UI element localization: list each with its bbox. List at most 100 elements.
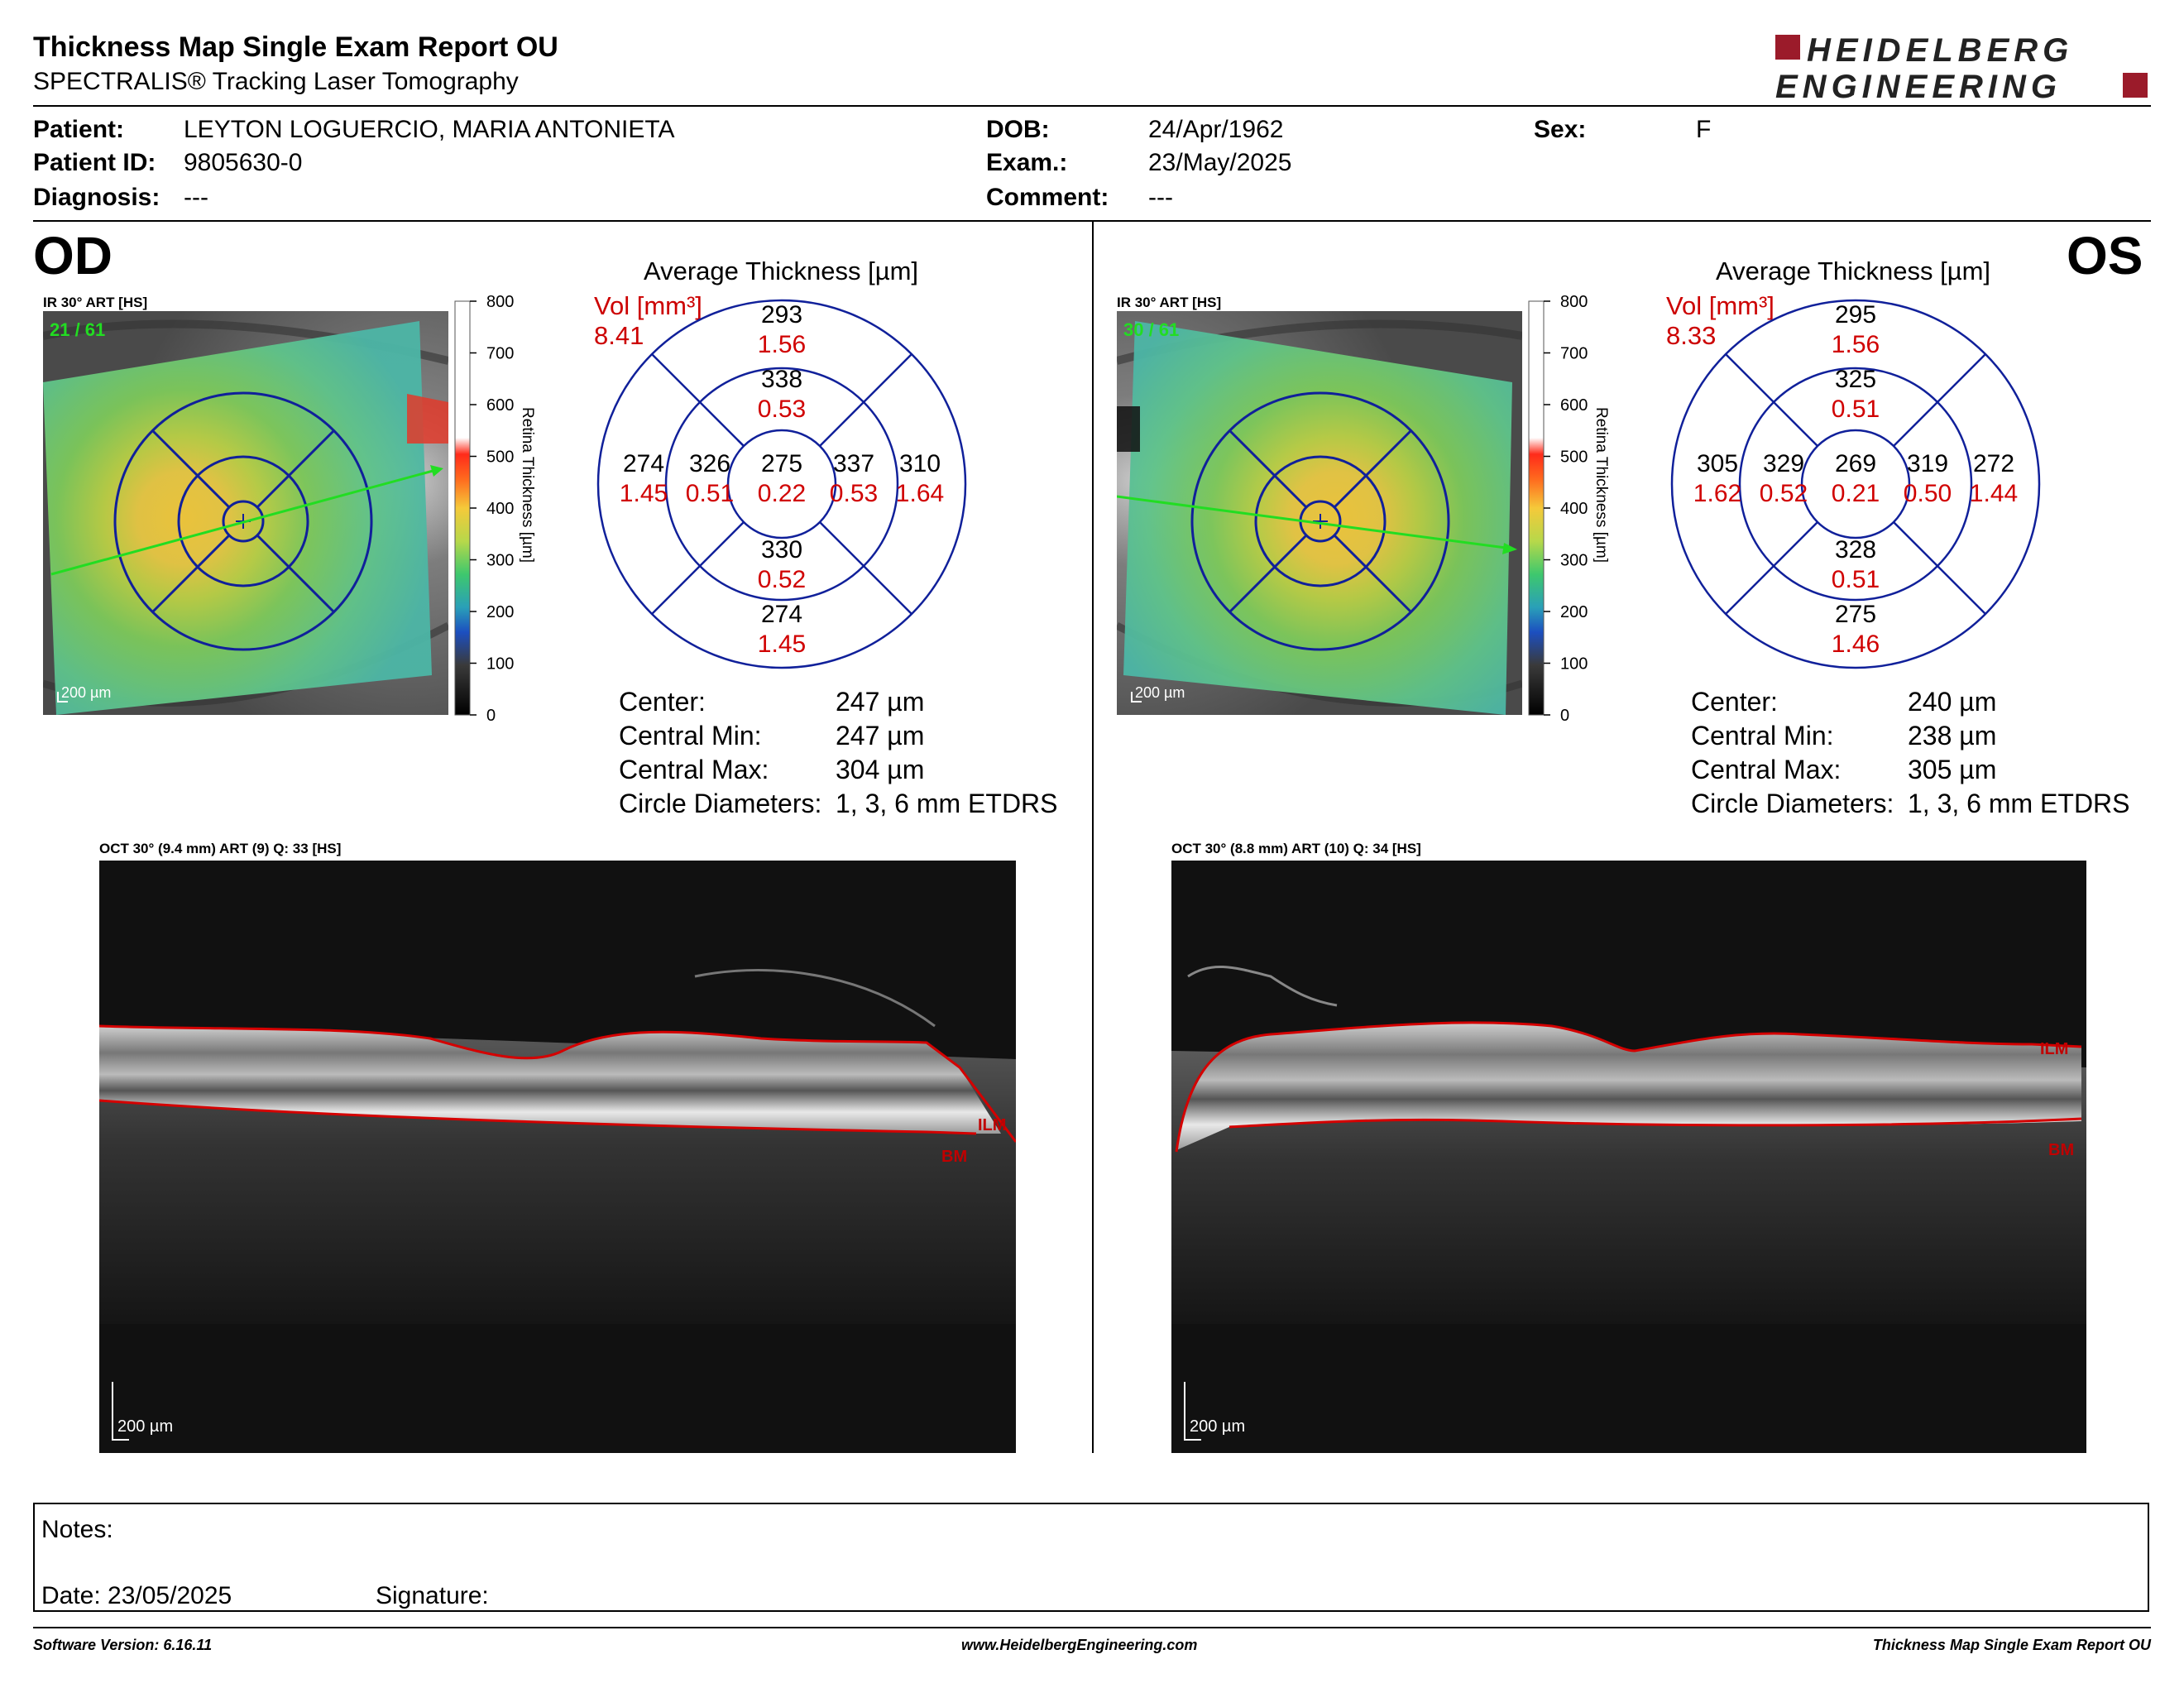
- header-divider: [33, 105, 2151, 107]
- scale-tick-label: 0: [1560, 707, 1569, 722]
- eye-divider: [1092, 222, 1094, 1453]
- od-min-value: 247 µm: [836, 721, 925, 750]
- sex-value: F: [1696, 116, 1712, 143]
- exam-label: Exam.:: [986, 149, 1068, 176]
- notes-label: Notes:: [41, 1516, 113, 1543]
- os-scan-count: 30 / 61: [1123, 319, 1179, 340]
- od-center-label: Center:: [619, 687, 706, 717]
- od-scan-count: 21 / 61: [50, 319, 105, 340]
- od-fundus-thickness-map: 200 µm 21 / 61: [41, 311, 451, 715]
- os-inner-top-volume: 0.51: [1832, 396, 1880, 423]
- os-outer-left-volume: 1.62: [1693, 480, 1741, 507]
- od-inner-right-thickness: 337: [833, 450, 874, 477]
- report-title: Thickness Map Single Exam Report OU: [33, 31, 558, 63]
- od-ilm-label: ILM: [978, 1116, 1006, 1134]
- od-avg-title: Average Thickness [µm]: [644, 257, 919, 285]
- scale-title: Retina Thickness [µm]: [1592, 407, 1610, 563]
- scale-tick-label: 100: [486, 655, 514, 674]
- os-inner-bottom-thickness: 328: [1835, 536, 1876, 563]
- report-subtitle: SPECTRALIS® Tracking Laser Tomography: [33, 68, 519, 95]
- os-max-label: Central Max:: [1691, 755, 1842, 784]
- logo-line-1: HEIDELBERG: [1807, 32, 2073, 69]
- od-inner-left-thickness: 326: [689, 450, 730, 477]
- notes-box: Notes: Date: 23/05/2025 Signature:: [33, 1503, 2149, 1612]
- os-oct-label: OCT 30° (8.8 mm) ART (10) Q: 34 [HS]: [1171, 841, 1421, 856]
- comment-label: Comment:: [986, 184, 1109, 211]
- os-outer-top-thickness: 295: [1835, 301, 1876, 328]
- scale-tick-label: 700: [486, 345, 514, 363]
- os-center-volume: 0.21: [1832, 480, 1880, 507]
- os-vol-total: 8.33: [1666, 321, 1717, 350]
- os-outer-top-volume: 1.56: [1832, 331, 1880, 358]
- scale-tick-label: 100: [1560, 655, 1588, 674]
- od-outer-bottom-volume: 1.45: [758, 631, 806, 658]
- od-bm-label: BM: [941, 1148, 967, 1166]
- logo-graphic: HEIDELBERG ENGINEERING: [1775, 32, 2148, 105]
- od-color-scale: 800 700 600 500 400 300 200 100 0 Retina Thicknes…: [447, 291, 546, 725]
- scale-tick-label: 800: [486, 293, 514, 311]
- os-min-label: Central Min:: [1691, 721, 1834, 750]
- od-outer-left-thickness: 274: [623, 450, 664, 477]
- patient-id-label: Patient ID:: [33, 149, 156, 176]
- footer-report-name: Thickness Map Single Exam Report OU: [1872, 1637, 2151, 1653]
- os-inner-left-volume: 0.52: [1760, 480, 1808, 507]
- os-avg-title: Average Thickness [µm]: [1716, 257, 1991, 285]
- od-map-scalebar: 200 µm: [61, 684, 111, 701]
- scale-tick-label: 300: [486, 552, 514, 570]
- od-outer-right-thickness: 310: [899, 450, 941, 477]
- logo-line-2: ENGINEERING: [1775, 69, 2062, 103]
- comment-value: ---: [1148, 184, 1173, 211]
- os-ilm-label: ILM: [2040, 1040, 2068, 1058]
- os-min-value: 238 µm: [1908, 721, 1997, 750]
- os-inner-top-thickness: 325: [1835, 366, 1876, 393]
- od-inner-right-volume: 0.53: [830, 480, 878, 507]
- od-outer-bottom-thickness: 274: [761, 601, 802, 628]
- footer-website: www.HeidelbergEngineering.com: [961, 1637, 1198, 1653]
- os-inner-right-volume: 0.50: [1904, 480, 1952, 507]
- exam-value: 23/May/2025: [1148, 149, 1292, 176]
- scale-tick-label: 500: [1560, 448, 1588, 467]
- scale-tick-label: 400: [1560, 500, 1588, 518]
- od-oct-scalebar: 200 µm: [117, 1417, 173, 1436]
- diagnosis-value: ---: [184, 184, 208, 211]
- od-outer-left-volume: 1.45: [620, 480, 668, 507]
- od-center-volume: 0.22: [758, 480, 806, 507]
- scale-tick-label: 800: [1560, 293, 1588, 311]
- patient-id-value: 9805630-0: [184, 149, 303, 176]
- od-eye-label: OD: [33, 226, 113, 285]
- scale-tick-label: 600: [486, 396, 514, 415]
- os-inner-bottom-volume: 0.51: [1832, 566, 1880, 593]
- notes-signature-label: Signature:: [376, 1582, 489, 1609]
- os-color-scale: 800 700 600 500 400 300 200 100 0 Retina Thicknes…: [1521, 291, 1620, 725]
- scale-tick-label: 600: [1560, 396, 1588, 415]
- footer-software-version: Software Version: 6.16.11: [33, 1637, 213, 1653]
- scale-tick-label: 200: [486, 603, 514, 621]
- scale-tick-label: 0: [486, 707, 496, 722]
- os-bm-label: BM: [2048, 1141, 2074, 1159]
- os-outer-left-thickness: 305: [1697, 450, 1738, 477]
- scale-tick-label: 500: [486, 448, 514, 467]
- diagnosis-label: Diagnosis:: [33, 184, 160, 211]
- od-oct-bscan: 200 µm ILM BM: [98, 861, 1018, 1453]
- od-vol-label: Vol [mm³]: [594, 291, 702, 320]
- od-diam-value: 1, 3, 6 mm ETDRS: [836, 789, 1058, 818]
- os-outer-right-volume: 1.44: [1970, 480, 2018, 507]
- od-center-thickness: 275: [761, 450, 802, 477]
- os-eye-label: OS: [2067, 226, 2143, 285]
- patient-label: Patient:: [33, 116, 125, 143]
- od-inner-bottom-thickness: 330: [761, 536, 802, 563]
- od-inner-top-volume: 0.53: [758, 396, 806, 423]
- os-outer-bottom-thickness: 275: [1835, 601, 1876, 628]
- od-outer-right-volume: 1.64: [896, 480, 944, 507]
- od-outer-top-volume: 1.56: [758, 331, 806, 358]
- scale-tick-label: 400: [486, 500, 514, 518]
- heidelberg-logo: HEIDELBERG ENGINEERING: [1774, 30, 2154, 105]
- od-etdrs-grid: 293 1.56 338 0.53 274 1.45 326 0.51 275 0.22 337 0.…: [596, 298, 968, 670]
- os-diam-value: 1, 3, 6 mm ETDRS: [1908, 789, 2130, 818]
- os-inner-left-thickness: 329: [1763, 450, 1804, 477]
- os-oct-bscan: 200 µm ILM BM: [1171, 861, 2086, 1453]
- od-max-label: Central Max:: [619, 755, 769, 784]
- os-fundus-thickness-map: 200 µm 30 / 61: [1114, 311, 1524, 715]
- os-inner-right-thickness: 319: [1907, 450, 1948, 477]
